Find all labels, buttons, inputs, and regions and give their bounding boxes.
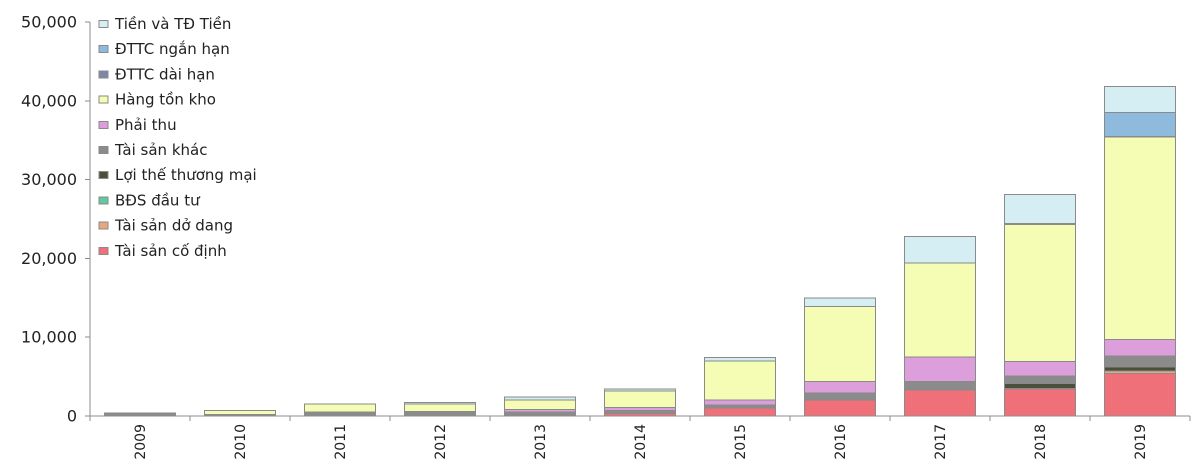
y-tick-label: 40,000 — [21, 91, 77, 110]
bar-segment-2014-3 — [604, 390, 676, 408]
x-tick-label: 2010 — [233, 424, 249, 460]
x-tick-label: 2009 — [133, 424, 149, 460]
bar-segment-2017-5 — [904, 380, 976, 390]
legend-item: Phải thu — [98, 116, 177, 134]
y-tick-label: 20,000 — [21, 249, 77, 268]
legend: Tiền và TĐ Tiền ĐTTC ngắn hạn ĐTTC dài hạn… — [98, 15, 257, 260]
legend-item: ĐTTC ngắn hạn — [98, 40, 230, 58]
legend-item: ĐTTC dài hạn — [98, 65, 215, 83]
bar-segment-2019-9 — [1104, 372, 1176, 417]
legend-swatch — [98, 95, 109, 104]
x-tick-label: 2017 — [933, 424, 949, 460]
bar-segment-2012-0 — [404, 402, 476, 405]
bar-segment-2014-0 — [604, 388, 676, 392]
legend-item: BĐS đầu tư — [98, 191, 201, 209]
bar-segment-2018-5 — [1004, 375, 1076, 385]
x-tick-label: 2015 — [733, 424, 749, 460]
legend-item: Tài sản cố định — [98, 242, 227, 260]
y-tick-label: 30,000 — [21, 170, 77, 189]
bar-segment-2015-9 — [704, 407, 776, 417]
bars-layer — [104, 86, 1176, 417]
legend-label: Tài sản dở dang — [114, 217, 233, 235]
bar-segment-2019-3 — [1104, 136, 1176, 341]
legend-item: Tài sản khác — [98, 141, 207, 159]
legend-item: Hàng tồn kho — [98, 91, 216, 109]
legend-swatch — [98, 45, 109, 54]
legend-label: BĐS đầu tư — [115, 191, 201, 209]
legend-label: Tài sản khác — [114, 141, 207, 159]
x-tick-label: 2011 — [333, 424, 349, 460]
bar-segment-2018-4 — [1004, 361, 1076, 377]
x-tick-label: 2014 — [633, 424, 649, 460]
legend-item: Tiền và TĐ Tiền — [98, 15, 231, 33]
y-tick-label: 0 — [67, 407, 77, 426]
bar-segment-2009-3 — [104, 412, 176, 415]
bar-segment-2017-9 — [904, 389, 976, 417]
legend-swatch — [98, 171, 109, 180]
legend-item: Lợi thế thương mại — [98, 166, 257, 184]
bar-segment-2017-0 — [904, 235, 976, 264]
axes-layer: 0 10,000 20,000 30,000 40,000 50,000 2009 2010 2… — [21, 13, 1191, 460]
bar-segment-2010-3 — [204, 409, 276, 415]
legend-swatch — [98, 221, 109, 230]
bar-segment-2015-0 — [704, 357, 776, 362]
bar-segment-2012-3 — [404, 403, 476, 412]
bar-segment-2018-9 — [1004, 388, 1076, 417]
bar-segment-2016-4 — [804, 380, 876, 394]
bar-segment-2019-1 — [1104, 112, 1176, 137]
legend-label: Tiền và TĐ Tiền — [114, 15, 231, 33]
legend-label: ĐTTC dài hạn — [115, 65, 215, 83]
bar-segment-2018-6 — [1004, 383, 1076, 389]
bar-segment-2013-0 — [504, 396, 576, 401]
bar-segment-2019-5 — [1104, 355, 1176, 368]
x-tick-label: 2016 — [833, 424, 849, 460]
bar-segment-2015-4 — [704, 399, 776, 406]
bar-segment-2011-3 — [304, 403, 376, 413]
bar-segment-2013-3 — [504, 399, 576, 411]
legend-swatch — [98, 246, 109, 255]
x-tick-label: 2019 — [1133, 424, 1149, 460]
bar-segment-2019-6 — [1104, 366, 1176, 372]
legend-label: Tài sản cố định — [114, 242, 227, 260]
legend-label: ĐTTC ngắn hạn — [115, 40, 230, 58]
legend-swatch — [98, 20, 109, 28]
y-tick-label: 10,000 — [21, 328, 77, 347]
legend-swatch — [98, 120, 109, 129]
legend-label: Lợi thế thương mại — [115, 166, 257, 184]
bar-segment-2019-4 — [1104, 339, 1176, 357]
bar-segment-2016-9 — [804, 399, 876, 417]
x-tick-label: 2013 — [533, 424, 549, 460]
x-tick-label: 2018 — [1033, 424, 1049, 460]
bar-segment-2016-3 — [804, 305, 876, 382]
legend-swatch — [98, 146, 109, 154]
legend-swatch — [98, 70, 109, 79]
bar-segment-2017-4 — [904, 356, 976, 382]
bar-segment-2017-3 — [904, 262, 976, 358]
bar-segment-2018-0 — [1004, 194, 1076, 225]
bar-segment-2018-3 — [1004, 224, 1076, 363]
legend-label: Hàng tồn kho — [115, 91, 216, 109]
legend-label: Phải thu — [115, 116, 177, 134]
y-tick-label: 50,000 — [21, 13, 77, 32]
bar-segment-2019-0 — [1104, 86, 1176, 114]
bar-segment-2016-0 — [804, 297, 876, 307]
bar-segment-2015-3 — [704, 360, 776, 401]
legend-swatch — [98, 196, 109, 205]
legend-item: Tài sản dở dang — [98, 217, 233, 235]
x-tick-label: 2012 — [433, 424, 449, 460]
bar-segment-2016-5 — [804, 392, 876, 400]
